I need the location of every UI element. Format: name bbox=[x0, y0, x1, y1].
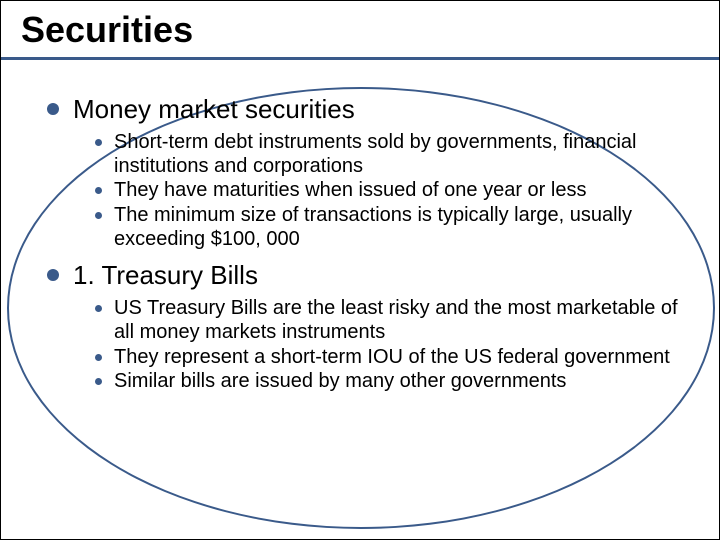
slide-title: Securities bbox=[21, 9, 699, 51]
bullet-icon bbox=[47, 269, 59, 281]
bullet-icon bbox=[95, 354, 102, 361]
list-item-text: The minimum size of transactions is typi… bbox=[114, 203, 687, 252]
bullet-icon bbox=[95, 305, 102, 312]
list-item: They have maturities when issued of one … bbox=[95, 178, 687, 202]
list-item: US Treasury Bills are the least risky an… bbox=[95, 296, 687, 345]
list-item-text: Short-term debt instruments sold by gove… bbox=[114, 130, 687, 179]
content-area: Money market securities Short-term debt … bbox=[47, 93, 687, 394]
list-item: 1. Treasury Bills bbox=[47, 259, 687, 292]
slide-container: Securities Money market securities Short… bbox=[0, 0, 720, 540]
list-item: The minimum size of transactions is typi… bbox=[95, 203, 687, 252]
title-divider bbox=[1, 57, 719, 60]
bullet-icon bbox=[95, 187, 102, 194]
list-item: They represent a short-term IOU of the U… bbox=[95, 345, 687, 369]
bullet-icon bbox=[95, 139, 102, 146]
bullet-icon bbox=[95, 212, 102, 219]
list-item-text: They represent a short-term IOU of the U… bbox=[114, 345, 670, 369]
section-heading: Money market securities bbox=[73, 93, 355, 126]
spacer bbox=[47, 251, 687, 259]
list-item: Short-term debt instruments sold by gove… bbox=[95, 130, 687, 179]
list-item-text: They have maturities when issued of one … bbox=[114, 178, 586, 202]
title-area: Securities bbox=[1, 1, 719, 57]
bullet-icon bbox=[95, 378, 102, 385]
bullet-icon bbox=[47, 103, 59, 115]
list-item: Similar bills are issued by many other g… bbox=[95, 369, 687, 393]
list-item-text: Similar bills are issued by many other g… bbox=[114, 369, 566, 393]
section-heading: 1. Treasury Bills bbox=[73, 259, 258, 292]
list-item: Money market securities bbox=[47, 93, 687, 126]
list-item-text: US Treasury Bills are the least risky an… bbox=[114, 296, 687, 345]
